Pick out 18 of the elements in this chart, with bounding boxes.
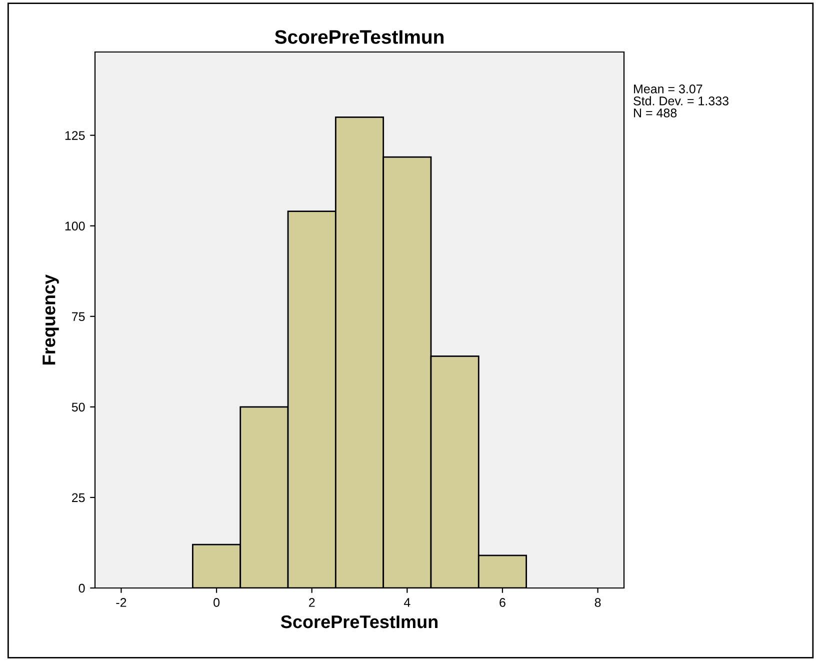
chart-title: ScorePreTestImun <box>274 30 444 44</box>
y-tick-label: 100 <box>65 222 85 230</box>
x-tick-label: 2 <box>308 598 315 607</box>
y-tick-label: 0 <box>78 584 85 593</box>
x-tick-label: 8 <box>594 598 601 607</box>
y-tick-label: 125 <box>65 131 85 140</box>
x-tick-label: 6 <box>500 598 506 607</box>
y-tick-label: 50 <box>72 402 85 412</box>
y-tick-label: 25 <box>72 493 85 502</box>
x-tick-label: 0 <box>214 598 220 607</box>
y-axis-title: Frequency <box>42 274 59 364</box>
y-tick-label: 75 <box>72 312 85 322</box>
text: Mean = 3.07 <box>634 84 702 94</box>
text: Std. Dev. = 1.333 <box>634 96 728 106</box>
x-axis-title: ScorePreTestImun <box>280 615 438 628</box>
x-tick-label: 4 <box>404 598 410 607</box>
x-tick-label: -2 <box>116 598 126 607</box>
text: N = 488 <box>634 108 677 118</box>
